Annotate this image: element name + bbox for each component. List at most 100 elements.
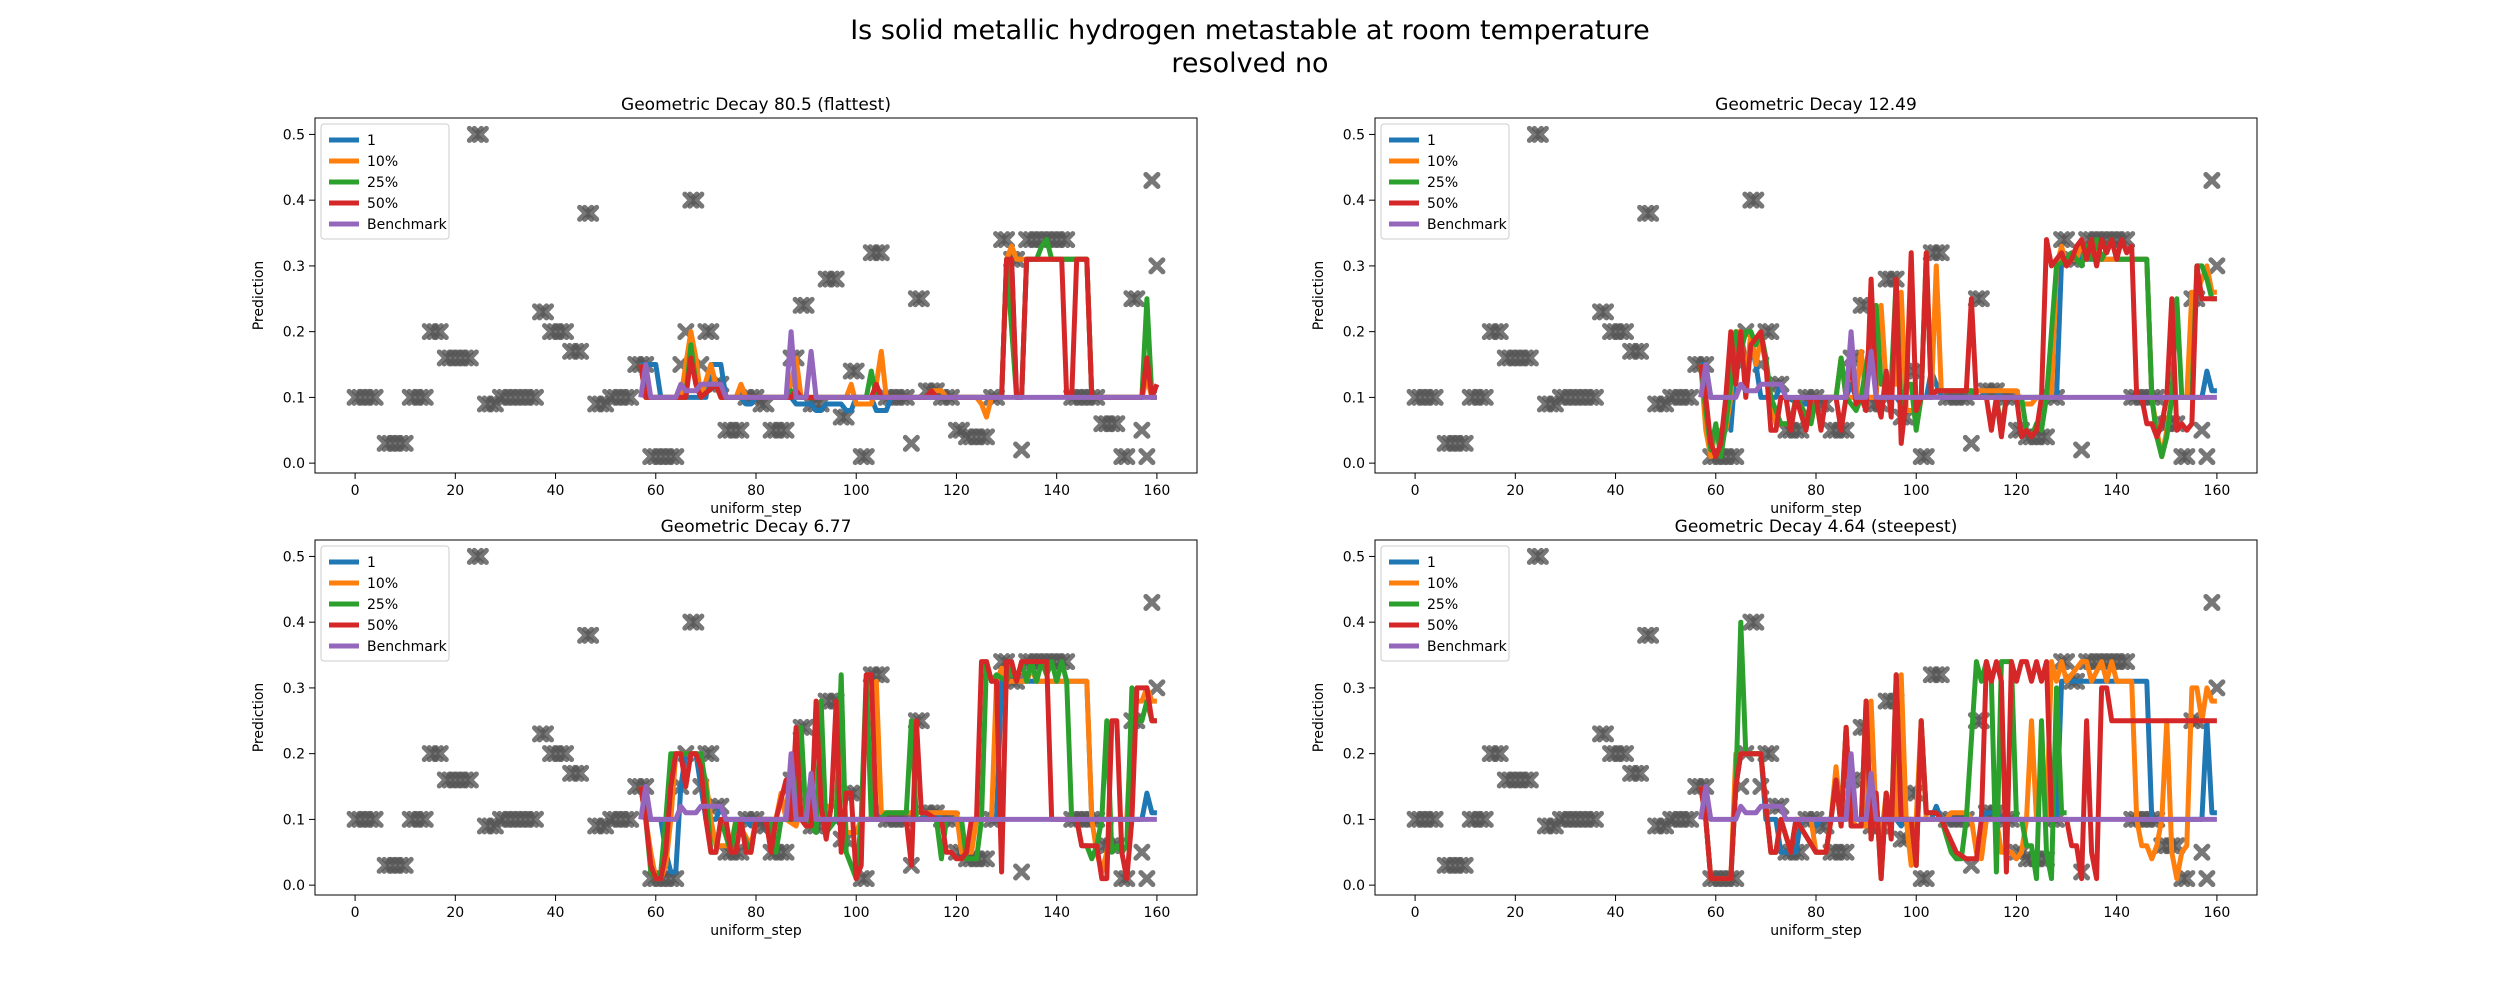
x-tick-label: 100 <box>843 483 870 499</box>
scatter-point <box>1521 771 1539 789</box>
plot-area <box>315 118 1197 473</box>
scatter-point <box>1531 547 1549 565</box>
scatter-point <box>2178 448 2196 466</box>
y-axis-label: Prediction <box>251 683 267 753</box>
scatter-point <box>1962 434 1980 452</box>
y-tick-label: 0.5 <box>1343 549 1365 565</box>
legend-label: 50% <box>367 196 398 212</box>
legend-label: 1 <box>1427 555 1436 571</box>
scatter-point <box>471 547 489 565</box>
scatter-point <box>1108 415 1126 433</box>
scatter-point <box>527 388 544 406</box>
x-tick-label: 80 <box>1807 483 1825 499</box>
legend-label: 10% <box>1427 154 1458 170</box>
scatter-point <box>732 421 750 439</box>
scatter-point <box>872 244 890 262</box>
scatter-point <box>1932 666 1950 684</box>
x-tick-label: 140 <box>1043 483 1070 499</box>
scatter-point <box>1426 388 1444 406</box>
scatter-point <box>1747 613 1765 631</box>
y-tick-label: 0.0 <box>1343 878 1365 894</box>
scatter-point <box>847 362 865 380</box>
legend-box <box>320 123 450 240</box>
scatter-point <box>1426 810 1444 828</box>
x-tick-label: 100 <box>843 905 870 921</box>
legend-label: 1 <box>1427 133 1436 149</box>
scatter-point <box>837 408 855 426</box>
legend: 1 10% 25% 50% Benchmark <box>320 123 450 240</box>
scatter-point <box>416 810 434 828</box>
x-axis-label: uniform_step <box>1770 923 1862 939</box>
x-tick-label: 60 <box>647 905 665 921</box>
scatter-point <box>757 395 775 413</box>
chart-panel-4: Geometric Decay 4.64 (steepest) 0 20 40 60 80… <box>1311 517 2258 939</box>
legend: 1 10% 25% 50% Benchmark <box>320 545 450 662</box>
scatter-point <box>461 771 479 789</box>
scatter-point <box>1597 725 1615 743</box>
scatter-point <box>667 870 685 888</box>
scatter-point <box>572 764 590 782</box>
scatter-point <box>471 125 489 143</box>
figure-title-line-1: Is solid metallic hydrogen metastable at… <box>850 15 1650 46</box>
scatter-point <box>902 434 920 452</box>
x-tick-label: 100 <box>1903 483 1930 499</box>
scatter-point <box>912 290 930 308</box>
legend-label: 10% <box>367 576 398 592</box>
scatter-point <box>1456 856 1474 874</box>
scatter-point <box>1118 448 1136 466</box>
scatter-point <box>1682 810 1700 828</box>
scatter-point <box>702 323 720 341</box>
x-tick-label: 0 <box>351 483 360 499</box>
legend-label: 50% <box>1427 196 1458 212</box>
plot-frame <box>1374 539 2258 896</box>
data-layer <box>346 125 1166 466</box>
x-tick-label: 160 <box>1144 483 1171 499</box>
scatter-point <box>431 323 449 341</box>
y-tick-label: 0.1 <box>283 812 305 828</box>
series-line-benchmark <box>1698 329 2217 400</box>
legend-label: 50% <box>1427 618 1458 634</box>
scatter-point <box>827 270 845 288</box>
series-line-benchmark <box>638 751 1157 822</box>
scatter-point <box>2198 870 2216 888</box>
y-tick-label: 0.2 <box>1343 747 1365 763</box>
legend-label: 25% <box>1427 597 1458 613</box>
scatter-point <box>1148 679 1166 697</box>
y-tick-label: 0.0 <box>283 456 305 472</box>
y-tick-label: 0.5 <box>283 127 305 143</box>
scatter-point <box>396 856 414 874</box>
x-tick-label: 20 <box>446 483 464 499</box>
x-tick-label: 0 <box>1411 905 1420 921</box>
scatter-point <box>2193 843 2211 861</box>
y-axis-label: Prediction <box>1311 261 1327 331</box>
x-tick-label: 60 <box>1707 483 1725 499</box>
legend-label: 50% <box>367 618 398 634</box>
y-tick-label: 0.2 <box>283 747 305 763</box>
series-line-benchmark <box>1698 751 2217 822</box>
scatter-point <box>2073 441 2091 459</box>
scatter-point <box>2198 448 2216 466</box>
scatter-point <box>1917 870 1935 888</box>
scatter-point <box>1837 843 1855 861</box>
scatter-point <box>978 428 996 446</box>
x-tick-label: 0 <box>1411 483 1420 499</box>
scatter-point <box>1617 745 1635 763</box>
y-tick-label: 0.4 <box>1343 615 1365 631</box>
data-layer <box>1406 125 2226 466</box>
y-tick-label: 0.4 <box>283 193 305 209</box>
legend-label: 25% <box>367 175 398 191</box>
chart-panel-2: Geometric Decay 12.49 0 20 40 60 80 100 120 140 1… <box>1311 95 2258 517</box>
scatter-point <box>1972 290 1990 308</box>
scatter-point <box>2208 679 2226 697</box>
scatter-point <box>2038 428 2056 446</box>
scatter-point <box>1597 303 1615 321</box>
y-tick-label: 0.2 <box>1343 325 1365 341</box>
scatter-point <box>461 349 479 367</box>
data-layer <box>1406 547 2226 888</box>
scatter-point <box>1148 257 1166 275</box>
scatter-point <box>1476 810 1494 828</box>
x-axis-label: uniform_step <box>710 501 802 517</box>
legend-label: 25% <box>367 597 398 613</box>
scatter-point <box>872 666 890 684</box>
